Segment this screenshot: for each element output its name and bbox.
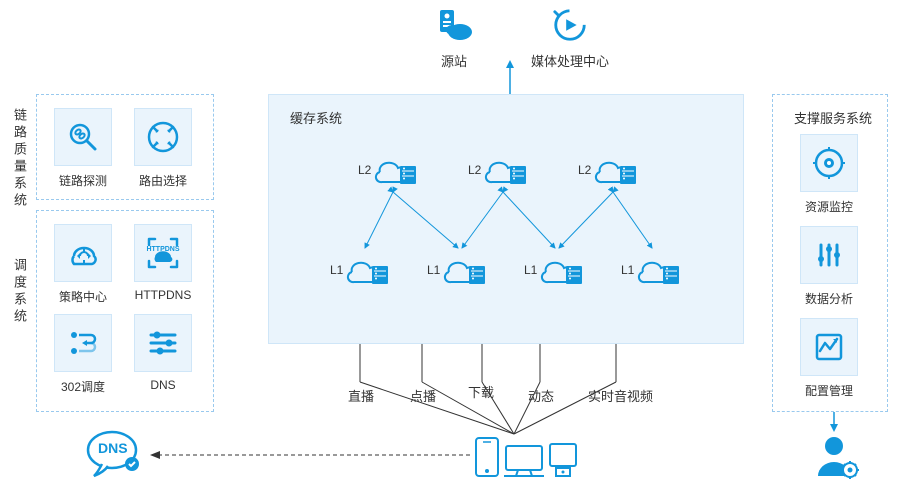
support-title: 支撑服务系统 [788, 108, 878, 127]
strategy-label: 策略中心 [48, 288, 118, 305]
dns-label: DNS [128, 378, 198, 392]
origin-station: 源站 [424, 8, 484, 70]
dns-bubble: DNS [84, 426, 144, 481]
route-select-icon [145, 119, 181, 155]
origin-label: 源站 [424, 51, 484, 70]
httpdns-box: HTTPDNS [134, 224, 192, 282]
strategy-icon [64, 234, 102, 272]
link-quality-title: 链路质量系统 [10, 108, 29, 210]
svc-0: 直播 [348, 386, 374, 405]
dispatch-title: 调度系统 [10, 258, 29, 326]
config-box [800, 318, 858, 376]
monitor-icon [811, 145, 847, 181]
cloud-server-icon [540, 252, 586, 288]
l1-label-2: L1 [524, 263, 537, 277]
302-box [54, 314, 112, 372]
l1-node-2: L1 [524, 252, 586, 288]
config-label: 配置管理 [794, 382, 864, 399]
httpdns-icon: HTTPDNS [143, 233, 183, 273]
svc-2: 下载 [468, 382, 494, 401]
302-icon [65, 325, 101, 361]
cloud-server-icon [637, 252, 683, 288]
link-detect-box [54, 108, 112, 166]
analytics-label: 数据分析 [794, 290, 864, 307]
l2-label-0: L2 [358, 163, 371, 177]
cloud-server-icon [346, 252, 392, 288]
media-label: 媒体处理中心 [520, 51, 620, 70]
analytics-box [800, 226, 858, 284]
cloud-server-icon [484, 152, 530, 188]
analytics-icon [811, 237, 847, 273]
dns-to-device-arrow [150, 450, 470, 460]
l1-label-0: L1 [330, 263, 343, 277]
media-icon [550, 6, 590, 44]
monitor-label: 资源监控 [794, 198, 864, 215]
cloud-server-icon [443, 252, 489, 288]
route-select-box [134, 108, 192, 166]
302-label: 302调度 [48, 378, 118, 395]
l1-label-3: L1 [621, 263, 634, 277]
cloud-server-icon [374, 152, 420, 188]
origin-icon [434, 8, 474, 44]
l2-node-2: L2 [578, 152, 640, 188]
link-detect-icon [65, 119, 101, 155]
cache-title: 缓存系统 [290, 108, 342, 127]
svc-3: 动态 [528, 386, 554, 405]
l1-label-1: L1 [427, 263, 440, 277]
dns-bubble-text: DNS [98, 440, 128, 456]
l2-node-0: L2 [358, 152, 420, 188]
dns-box [134, 314, 192, 372]
monitor-box [800, 134, 858, 192]
httpdns-label: HTTPDNS [128, 288, 198, 302]
svc-1: 点播 [410, 386, 436, 405]
svc-4: 实时音视频 [588, 386, 653, 405]
l2-label-2: L2 [578, 163, 591, 177]
cache-panel [268, 94, 744, 344]
top-arrow [500, 60, 520, 94]
l2-node-1: L2 [468, 152, 530, 188]
devices-icon [474, 436, 584, 478]
devices [474, 436, 584, 481]
media-center: 媒体处理中心 [520, 6, 620, 70]
l1-node-0: L1 [330, 252, 392, 288]
l1-node-3: L1 [621, 252, 683, 288]
user-gear-icon [812, 432, 860, 480]
l1-node-1: L1 [427, 252, 489, 288]
config-icon [811, 329, 847, 365]
link-detect-label: 链路探测 [48, 172, 118, 189]
l2-label-1: L2 [468, 163, 481, 177]
route-select-label: 路由选择 [128, 172, 198, 189]
cloud-server-icon [594, 152, 640, 188]
user-icon-wrap [812, 432, 860, 483]
strategy-box [54, 224, 112, 282]
support-to-user-arrow [826, 412, 842, 432]
dns-sliders-icon [145, 325, 181, 361]
